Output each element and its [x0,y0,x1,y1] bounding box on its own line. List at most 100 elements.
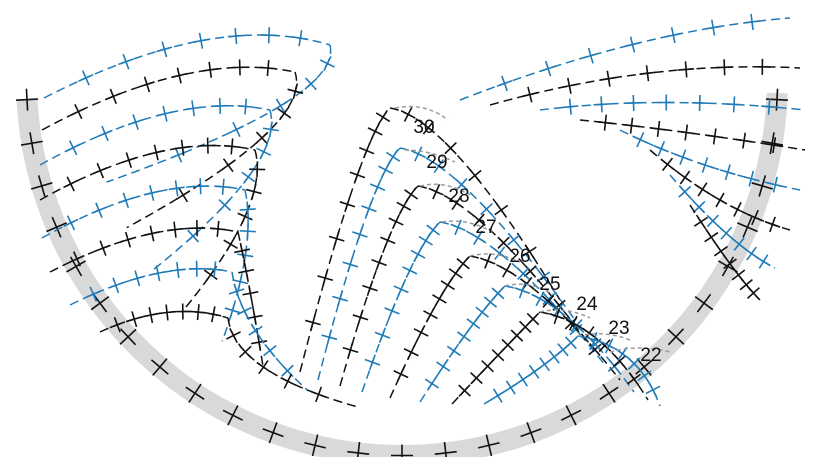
stitch [494,73,514,93]
row-label-24: 24 [576,294,598,315]
stitch [169,261,187,279]
stitch [158,304,176,322]
stitch [362,352,382,372]
stitch [399,260,420,281]
stitch [95,123,116,144]
stitch [237,262,256,281]
right-fan-row [460,13,790,100]
right-fan-row [540,95,805,116]
stitch [674,166,696,188]
stitch [762,214,782,234]
stitch [664,26,683,45]
stitch [369,252,390,273]
stitch [233,241,252,260]
foundation-band [15,88,788,457]
stitch [356,140,377,161]
stitch [340,254,360,274]
row-label-25: 25 [539,274,560,295]
center-arch-left [452,308,544,404]
stitch [175,303,191,319]
stitch [89,200,110,221]
stitch [239,223,256,240]
stitch [319,327,339,347]
stitch [385,211,406,232]
stitch-rows [40,13,805,407]
stitch [200,264,222,286]
stitch [520,85,539,104]
stitch [364,121,385,142]
stitch [630,129,651,150]
stitch [103,86,124,107]
stitch [692,95,708,111]
stitch [227,281,247,301]
stitch [639,64,657,82]
stitch [533,353,555,375]
stitch [656,153,678,175]
stitch [189,261,205,277]
stitch [512,280,533,301]
stitch [315,268,335,288]
stitch [421,373,443,395]
stitch [330,289,350,309]
stitch [623,35,642,54]
stitch [658,95,674,111]
stitch [560,76,579,95]
stitch [716,59,733,76]
stitch [93,238,114,259]
stitch [500,376,522,398]
stitch [327,229,347,249]
stitch [382,300,403,321]
row-label-29: 29 [426,152,447,173]
stitch [523,361,545,383]
stitch [119,150,139,170]
stitch [410,322,432,344]
right-fan-row [490,59,800,105]
stitch [611,343,633,365]
center-arch-left [318,146,404,380]
stitch [464,164,487,187]
stitch [308,384,329,405]
stitch [192,31,211,50]
stitch [227,27,244,44]
stitch [261,27,278,44]
left-wedge-row [42,59,295,130]
stitch [143,224,162,243]
stitch [432,355,454,377]
stitch [206,261,223,278]
left-wedge-return [222,190,256,341]
stitch [512,368,534,390]
stitch [155,104,174,123]
stitch [142,183,161,202]
stitch [704,18,722,36]
stitch [651,138,672,159]
stitch [462,313,484,335]
row-label-27: 27 [475,217,496,238]
stitch [204,305,223,324]
row-labels: 22 23 24 25 26 27 28 29 30 [413,117,661,366]
stitch [487,385,509,407]
stitch [75,67,96,88]
stitch [709,189,731,211]
row-label-22: 22 [640,345,661,366]
center-arch-right [418,181,590,345]
left-wedge-row [44,27,330,98]
stitch [166,221,184,239]
stitch [118,230,138,250]
stitch [599,70,617,88]
stitch [236,246,254,264]
stitch [700,226,722,248]
center-arch-left [362,219,444,392]
stitch [706,127,724,145]
stitch [141,306,160,325]
stitch [391,279,412,300]
center-arch-left [420,282,509,402]
stitch [372,106,394,128]
stitch [735,132,753,150]
stitch [273,102,295,124]
stitch [226,119,247,140]
stitch [359,198,380,219]
stitch [420,304,442,326]
stitch [695,155,715,175]
stitch [581,46,601,66]
